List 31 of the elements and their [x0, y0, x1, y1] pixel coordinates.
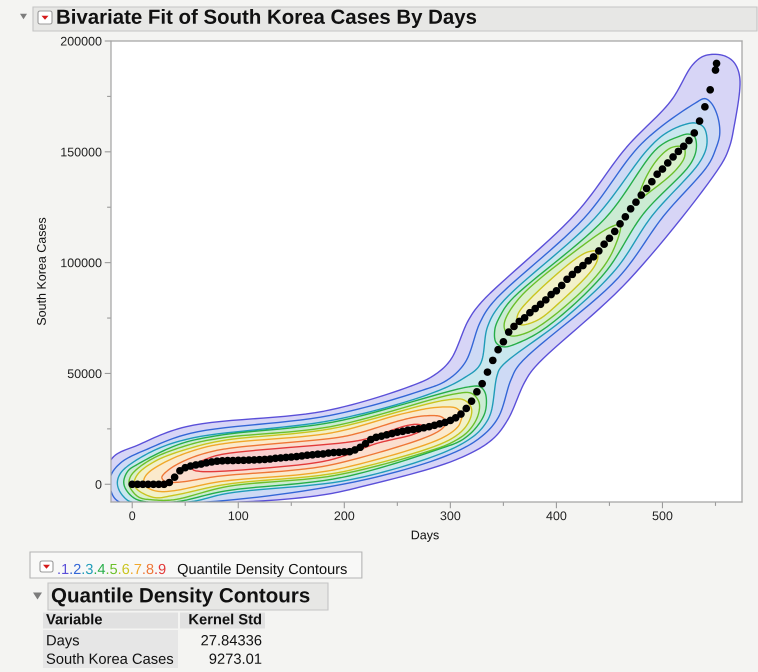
x-tick-label: 100	[228, 511, 248, 520]
y-tick-label: 100000	[61, 258, 102, 268]
text: .8	[143, 564, 154, 574]
x-tick-label: 200	[334, 511, 354, 520]
y-axis-title: South Korea Cases	[36, 218, 46, 326]
data-label: 9273.01	[209, 654, 262, 664]
text: .9	[155, 564, 166, 574]
text: .6	[118, 564, 130, 574]
category-label: Days	[47, 635, 80, 648]
y-tick-label: 200000	[60, 36, 102, 46]
text: Quantile Density Contours	[52, 587, 310, 607]
legend-title: Quantile Density Contours	[178, 563, 347, 578]
text: .7	[131, 564, 142, 574]
text: Kernel Std	[189, 614, 262, 624]
x-tick-label: 0	[129, 511, 136, 520]
category-label: South Korea Cases	[46, 653, 174, 664]
y-tick-label: 50000	[68, 369, 102, 378]
y-tick-label: 150000	[61, 148, 102, 156]
data-label: 27.84336	[201, 635, 262, 646]
chart-title: Bivariate Fit of South Korea Cases By Days	[57, 8, 476, 28]
text: .1	[58, 564, 68, 574]
y-tick-label: 0	[96, 480, 102, 489]
text: .3	[82, 564, 93, 574]
x-tick-label: 300	[440, 511, 460, 520]
text: Variable	[46, 614, 102, 624]
text: .5	[106, 564, 118, 574]
text: .2	[70, 564, 81, 574]
x-tick-label: 500	[652, 511, 672, 520]
text: .4	[94, 564, 106, 574]
x-axis-title: Days	[412, 530, 439, 542]
x-tick-label: 400	[546, 511, 566, 520]
